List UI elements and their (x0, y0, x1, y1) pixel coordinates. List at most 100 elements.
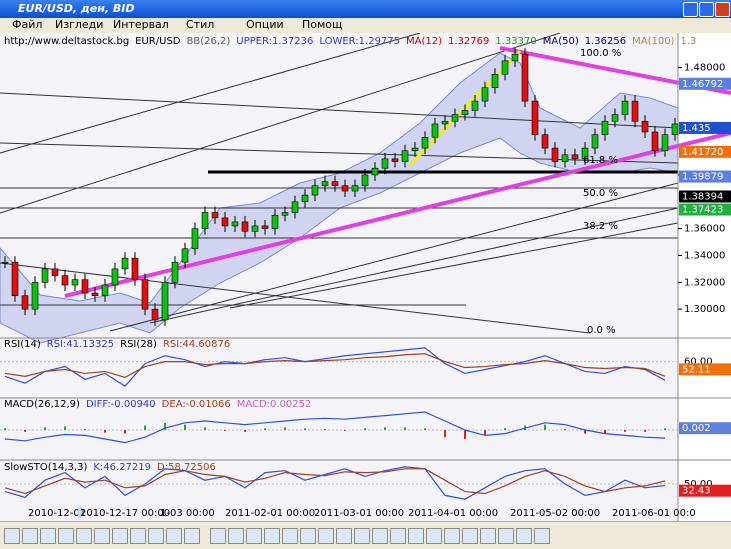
x-tick-label: 2010-12-17 00:00 (80, 508, 170, 519)
candle (251, 225, 259, 232)
price-marker (679, 203, 731, 216)
minimize-button[interactable] (683, 2, 698, 17)
indicator-label: RSI:44.60876 (163, 339, 230, 350)
toolbar-button[interactable] (130, 528, 146, 544)
candle (1, 261, 9, 264)
toolbar-button[interactable] (40, 528, 56, 544)
x-tick-label: 2011-04-01 00:00 (408, 508, 498, 519)
candle (591, 134, 599, 149)
toolbar-button[interactable] (264, 528, 280, 544)
toolbar-button[interactable] (408, 528, 424, 544)
candle (341, 185, 349, 192)
macd-bar (184, 424, 186, 430)
toolbar-button[interactable] (228, 528, 244, 544)
candle (211, 212, 219, 219)
y-tick-label: 1.36000 (684, 224, 725, 235)
toolbar-button[interactable] (148, 528, 164, 544)
toolbar-button[interactable] (246, 528, 262, 544)
maximize-button[interactable] (699, 2, 714, 17)
menu-item[interactable]: Помощ (302, 18, 343, 31)
menu-item[interactable]: Опции (246, 18, 284, 31)
macd-bar (484, 430, 486, 436)
toolbar-button[interactable] (444, 528, 460, 544)
menu-item[interactable]: Интервал (113, 18, 169, 31)
toolbar-button[interactable] (22, 528, 38, 544)
toolbar-button[interactable] (354, 528, 370, 544)
toolbar-button[interactable] (300, 528, 316, 544)
toolbar-button[interactable] (480, 528, 496, 544)
menu-bar: Файл Изгледи Интервал Стил Опции Помощ (0, 18, 731, 32)
toolbar-button[interactable] (372, 528, 388, 544)
x-tick-label: 2011-06-01 00:0 (612, 508, 696, 519)
candle (461, 110, 469, 115)
candle (181, 248, 189, 263)
toolbar-button[interactable] (534, 528, 550, 544)
toolbar-button[interactable] (336, 528, 352, 544)
toolbar-button[interactable] (166, 528, 182, 544)
candle (151, 308, 159, 321)
menu-item[interactable]: Изгледи (55, 18, 104, 31)
toolbar-button[interactable] (282, 528, 298, 544)
candle (381, 158, 389, 169)
toolbar-button[interactable] (58, 528, 74, 544)
price-marker (679, 422, 731, 435)
macd-bar (144, 425, 146, 430)
price-marker-label: 1.435 (682, 123, 711, 134)
candle (581, 147, 589, 160)
candle (221, 217, 229, 227)
toolbar-button[interactable] (426, 528, 442, 544)
macd-bar (164, 422, 166, 430)
toolbar-button[interactable] (516, 528, 532, 544)
macd-bar (644, 430, 646, 432)
macd-line (4, 411, 666, 444)
price-marker-label: 1.39879 (682, 172, 723, 183)
toolbar-button[interactable] (318, 528, 334, 544)
candle (481, 87, 489, 102)
rsi-line (4, 347, 666, 387)
macd-bar (244, 430, 246, 432)
macd-bar (24, 430, 26, 432)
candle (401, 150, 409, 162)
stoch-line (4, 466, 666, 500)
macd-bar (304, 428, 306, 430)
toolbar-button[interactable] (94, 528, 110, 544)
candle (101, 284, 109, 297)
price-marker-label: 0.002 (682, 423, 711, 434)
indicator-label: LOWER:1.29775 (319, 36, 400, 47)
toolbar-button[interactable] (210, 528, 226, 544)
indicator-label: 1.3 (680, 36, 696, 47)
candle (651, 131, 659, 152)
y-tick-label: 1.30000 (684, 304, 725, 315)
fib-label: 50.0 % (583, 188, 618, 199)
macd-bar (384, 427, 386, 430)
fib-label: 100.0 % (580, 48, 621, 59)
date-label-bg (78, 506, 82, 518)
candle (11, 261, 19, 297)
toolbar-button[interactable] (112, 528, 128, 544)
toolbar-button[interactable] (462, 528, 478, 544)
y-tick-label: 1.48000 (684, 63, 725, 74)
plot-background (0, 33, 678, 521)
candle (191, 228, 199, 250)
close-button[interactable] (715, 2, 730, 17)
toolbar-button[interactable] (498, 528, 514, 544)
candle (31, 282, 39, 310)
menu-item[interactable]: Файл (12, 18, 43, 31)
indicator-label: 1.32769 (448, 36, 489, 47)
toolbar-button[interactable] (76, 528, 92, 544)
macd-bar (324, 429, 326, 430)
candle (321, 181, 329, 186)
toolbar-button[interactable] (4, 528, 20, 544)
indicator-label: D:58.72506 (157, 462, 216, 473)
candle (371, 167, 379, 176)
macd-bar (624, 430, 626, 432)
macd-bar (664, 428, 666, 430)
price-marker (679, 77, 731, 90)
price-marker (679, 121, 731, 134)
toolbar-button[interactable] (184, 528, 200, 544)
toolbar-button[interactable] (390, 528, 406, 544)
menu-item[interactable]: Стил (186, 18, 215, 31)
price-marker-label: 1.38394 (682, 191, 723, 202)
candle (531, 100, 539, 135)
candle (491, 73, 499, 88)
